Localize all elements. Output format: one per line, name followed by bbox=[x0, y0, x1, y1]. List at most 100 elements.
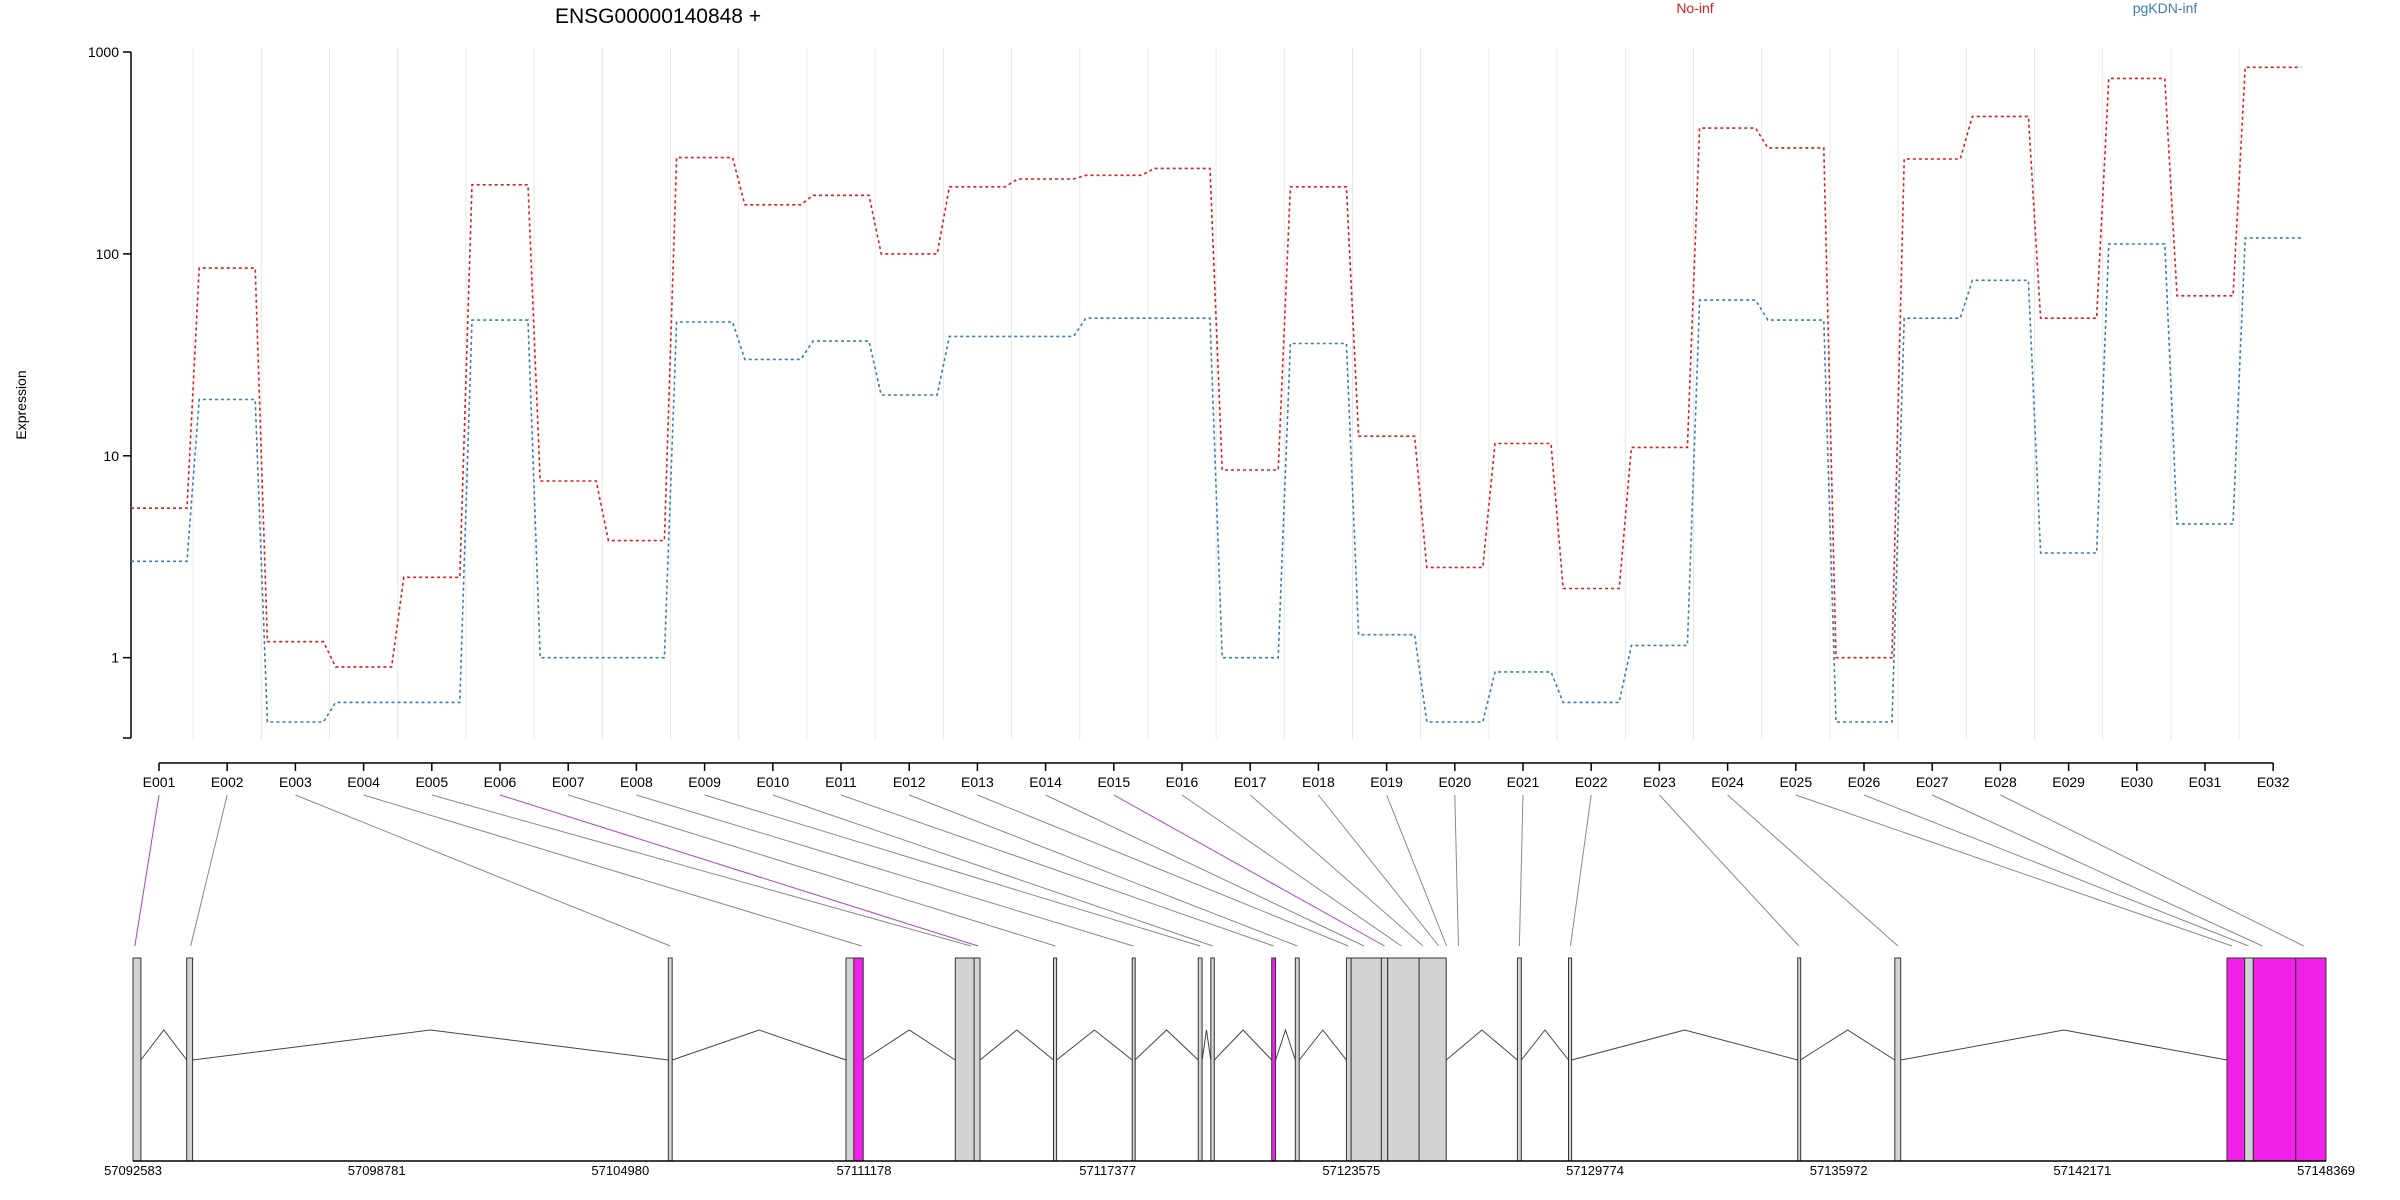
intron-line bbox=[1213, 1029, 1273, 1061]
exon-label-e025: E025 bbox=[1779, 774, 1812, 790]
intron-line bbox=[1201, 1029, 1212, 1061]
exon-region bbox=[1131, 957, 1136, 1162]
connector-e018 bbox=[1318, 794, 1440, 947]
exon-label-e022: E022 bbox=[1575, 774, 1608, 790]
intron-line bbox=[979, 1029, 1054, 1061]
connector-e017 bbox=[1249, 794, 1424, 947]
y-tick-label: 1 bbox=[111, 650, 119, 666]
vertical-gridlines bbox=[192, 48, 2240, 740]
connector-e023 bbox=[1659, 794, 1800, 947]
connector-e013 bbox=[977, 794, 1349, 947]
exon-label-e027: E027 bbox=[1916, 774, 1949, 790]
connector-e005 bbox=[431, 794, 972, 947]
exon-label-e029: E029 bbox=[2052, 774, 2085, 790]
exon-label-e017: E017 bbox=[1234, 774, 1267, 790]
exon-label-e009: E009 bbox=[688, 774, 721, 790]
connector-e022 bbox=[1569, 794, 1592, 947]
exon-label-e032: E032 bbox=[2257, 774, 2290, 790]
legend-series-1: No-inf bbox=[1676, 0, 1713, 16]
connector-e021 bbox=[1518, 794, 1524, 947]
exon-region bbox=[845, 957, 855, 1162]
coordinate-label: 57135972 bbox=[1810, 1163, 1868, 1178]
intron-line bbox=[1445, 1029, 1518, 1061]
exon-label-e010: E010 bbox=[756, 774, 789, 790]
exon-region bbox=[1516, 957, 1522, 1162]
exon-region bbox=[1294, 957, 1300, 1162]
intron-line bbox=[1800, 1029, 1896, 1061]
exon-label-e023: E023 bbox=[1643, 774, 1676, 790]
exon-label-e005: E005 bbox=[415, 774, 448, 790]
intron-line bbox=[863, 1029, 956, 1061]
exon-region bbox=[954, 957, 975, 1162]
intron-line bbox=[192, 1029, 669, 1061]
exon-label-e002: E002 bbox=[211, 774, 244, 790]
exon-label-e004: E004 bbox=[347, 774, 380, 790]
exon-label-e001: E001 bbox=[143, 774, 176, 790]
exon-region bbox=[1797, 957, 1802, 1162]
genomic-coordinate-axis: 57092583 57098781 57104980 57111178 57117377… bbox=[104, 1163, 2355, 1178]
series-lines bbox=[131, 66, 2302, 723]
y-axis-label: Expression bbox=[13, 370, 29, 439]
coordinate-label: 57098781 bbox=[348, 1163, 406, 1178]
connector-e004 bbox=[363, 794, 862, 947]
connector-e011 bbox=[840, 794, 1274, 947]
exon-region bbox=[1568, 957, 1573, 1162]
exon-label-e003: E003 bbox=[279, 774, 312, 790]
exon-region bbox=[1350, 957, 1382, 1162]
exon-region bbox=[1210, 957, 1215, 1162]
connector-e008 bbox=[636, 794, 1134, 947]
intron-line bbox=[672, 1029, 847, 1061]
intron-line bbox=[1520, 1029, 1569, 1061]
exon-label-e021: E021 bbox=[1507, 774, 1540, 790]
exon-region bbox=[1345, 957, 1352, 1162]
connector-e009 bbox=[704, 794, 1201, 947]
connector-e010 bbox=[772, 794, 1213, 947]
series-line-pgkdn-inf bbox=[131, 237, 2302, 723]
exon-region bbox=[186, 957, 194, 1162]
exon-label-e018: E018 bbox=[1302, 774, 1335, 790]
connector-e025 bbox=[1795, 794, 2233, 947]
highlighted-exon-region bbox=[853, 957, 864, 1162]
coordinate-label: 57148369 bbox=[2297, 1163, 2355, 1178]
exon-region bbox=[973, 957, 981, 1162]
intron-line bbox=[1571, 1029, 1798, 1061]
connector-e024 bbox=[1727, 794, 1899, 947]
exon-label-e007: E007 bbox=[552, 774, 585, 790]
exon-region bbox=[1894, 957, 1902, 1162]
connector-e001 bbox=[134, 794, 160, 947]
exon-label-e015: E015 bbox=[1097, 774, 1130, 790]
exon-label-e024: E024 bbox=[1711, 774, 1744, 790]
highlighted-exon-region bbox=[2226, 957, 2246, 1162]
exon-region bbox=[1053, 957, 1058, 1162]
exon-label-e013: E013 bbox=[961, 774, 994, 790]
highlighted-exon-region bbox=[1271, 957, 1277, 1162]
gene-model bbox=[132, 957, 2327, 1162]
exon-label-e031: E031 bbox=[2189, 774, 2222, 790]
connector-e003 bbox=[295, 794, 671, 947]
coordinate-label: 57092583 bbox=[104, 1163, 162, 1178]
connector-e014 bbox=[1045, 794, 1365, 947]
connector-e015 bbox=[1113, 794, 1385, 947]
coordinate-label: 57123575 bbox=[1322, 1163, 1380, 1178]
exon-connector-lines bbox=[134, 794, 2304, 947]
coordinate-label: 57117377 bbox=[1079, 1163, 1136, 1178]
chart-title: ENSG00000140848 + bbox=[555, 5, 761, 28]
exon-region bbox=[1197, 957, 1203, 1162]
exon-region bbox=[1380, 957, 1389, 1162]
exon-region bbox=[1387, 957, 1420, 1162]
connector-e006 bbox=[499, 794, 979, 947]
connector-e020 bbox=[1454, 794, 1459, 947]
y-axis: 1 10 100 1000 bbox=[88, 44, 132, 739]
exon-region bbox=[667, 957, 673, 1162]
connector-e027 bbox=[1931, 794, 2263, 947]
intron-line bbox=[1275, 1028, 1296, 1061]
exon-label-e020: E020 bbox=[1438, 774, 1471, 790]
connector-e007 bbox=[568, 794, 1056, 947]
x-axis: E001 E002 E003 E004 E005 E006 E007 E008 E009 E010… bbox=[143, 762, 2290, 790]
coordinate-label: 57129774 bbox=[1566, 1163, 1624, 1178]
exon-label-e008: E008 bbox=[620, 774, 653, 790]
legend-series-2: pgKDN-inf bbox=[2133, 0, 2198, 16]
exon-label-e030: E030 bbox=[2120, 774, 2153, 790]
coordinate-label: 57104980 bbox=[591, 1163, 649, 1178]
connector-e012 bbox=[909, 794, 1298, 947]
